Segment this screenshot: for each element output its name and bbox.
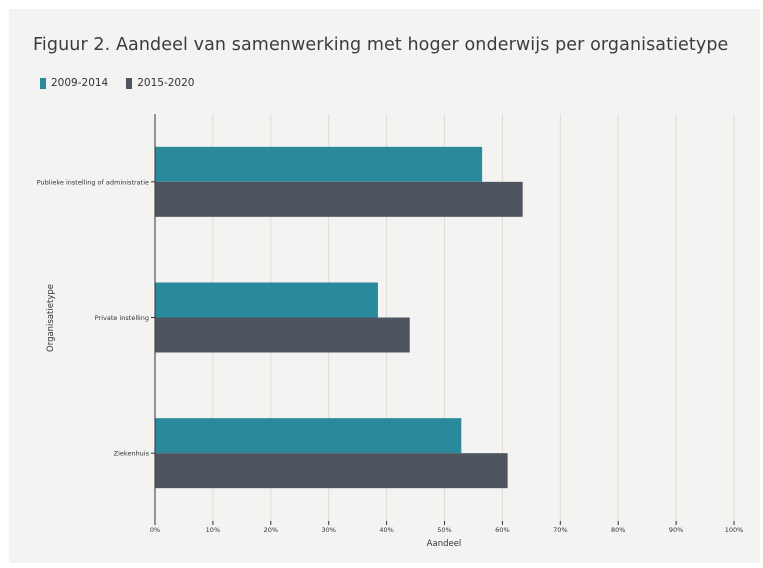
x-tick-label-2: 20% xyxy=(264,526,278,534)
bar-2009-2014-2[interactable] xyxy=(155,418,462,454)
bar-2015-2020-2[interactable] xyxy=(155,453,508,489)
bars xyxy=(155,146,523,489)
chart-title: Figuur 2. Aandeel van samenwerking met h… xyxy=(33,35,729,55)
x-tick-label-7: 70% xyxy=(553,526,567,534)
x-axis-ticks: 0% 10% 20% 30% 40% 50% 60% 70% 80% 90% 100% xyxy=(150,521,743,534)
legend-item-2009-2014[interactable]: 2009-2014 xyxy=(40,77,108,89)
x-tick-label-3: 30% xyxy=(321,526,335,534)
legend-label-2009-2014: 2009-2014 xyxy=(51,77,109,89)
x-tick-label-5: 50% xyxy=(437,526,451,534)
x-tick-label-1: 10% xyxy=(206,526,220,534)
x-tick-label-0: 0% xyxy=(150,526,160,534)
x-tick-label-8: 80% xyxy=(611,526,625,534)
y-axis-categories: Publieke instelling of administratie Priv… xyxy=(37,178,155,458)
bar-2009-2014-1[interactable] xyxy=(155,282,378,318)
bar-2015-2020-1[interactable] xyxy=(155,317,410,353)
legend: 2009-2014 2015-2020 xyxy=(40,77,212,89)
legend-label-2015-2020: 2015-2020 xyxy=(137,77,195,89)
y-category-label-2: Ziekenhuis xyxy=(114,450,150,458)
x-tick-label-6: 60% xyxy=(495,526,509,534)
x-axis-title: Aandeel xyxy=(427,539,462,549)
y-category-label-1: Private instelling xyxy=(95,314,149,322)
legend-swatch-2015-2020 xyxy=(126,77,133,89)
x-tick-label-4: 40% xyxy=(379,526,393,534)
legend-item-2015-2020[interactable]: 2015-2020 xyxy=(126,77,194,89)
legend-swatch-2009-2014 xyxy=(40,77,46,89)
x-tick-label-10: 100% xyxy=(725,526,744,534)
bar-2015-2020-0[interactable] xyxy=(155,181,523,217)
y-category-label-0: Publieke instelling of administratie xyxy=(37,178,149,186)
y-axis-title: Organisatietype xyxy=(46,284,56,352)
x-tick-label-9: 90% xyxy=(669,526,683,534)
bar-2009-2014-0[interactable] xyxy=(155,146,483,182)
